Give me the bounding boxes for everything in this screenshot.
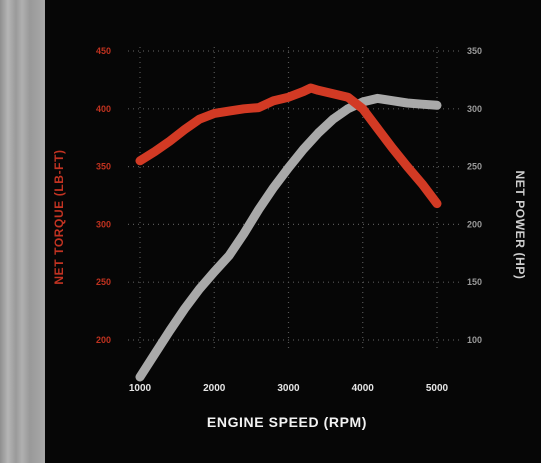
x-tick-label: 2000 (203, 383, 226, 394)
tick-labels: 1000 2000 3000 4000 5000 200 250 300 350 400 450 10… (96, 46, 482, 394)
x-tick-label: 1000 (129, 383, 152, 394)
left-y-tick-label: 200 (96, 335, 111, 345)
right-y-tick-label: 150 (467, 277, 482, 287)
right-y-tick-label: 100 (467, 335, 482, 345)
left-y-tick-label: 450 (96, 46, 111, 56)
x-tick-label: 5000 (426, 383, 449, 394)
left-y-axis-label: NET TORQUE (LB-FT) (52, 149, 66, 284)
right-y-tick-label: 350 (467, 46, 482, 56)
power-series-line (135, 93, 442, 382)
torque-power-chart: 1000 2000 3000 4000 5000 200 250 300 350 400 450 10… (52, 46, 527, 430)
left-y-tick-label: 400 (96, 104, 111, 114)
series-lines (135, 83, 442, 382)
left-y-tick-label: 250 (96, 277, 111, 287)
x-tick-label: 3000 (277, 383, 300, 394)
right-y-tick-label: 200 (467, 219, 482, 229)
x-tick-label: 4000 (352, 383, 375, 394)
right-y-axis-label: NET POWER (HP) (513, 170, 527, 279)
right-y-tick-label: 250 (467, 162, 482, 172)
x-axis-label: ENGINE SPEED (RPM) (207, 414, 367, 430)
left-y-tick-label: 350 (96, 162, 111, 172)
right-y-tick-label: 300 (467, 104, 482, 114)
torque-series-line (135, 83, 442, 209)
chart-panel: 1000 2000 3000 4000 5000 200 250 300 350 400 450 10… (45, 0, 541, 463)
left-y-tick-label: 300 (96, 219, 111, 229)
